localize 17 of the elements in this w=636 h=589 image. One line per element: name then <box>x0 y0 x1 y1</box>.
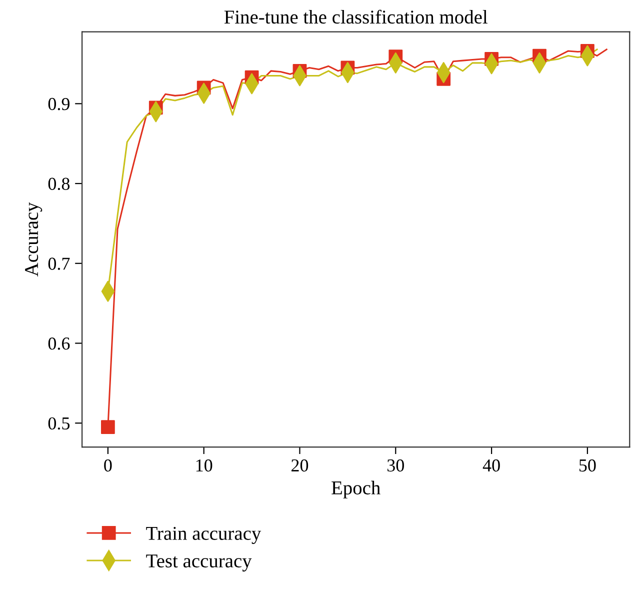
x-axis-title: Epoch <box>332 480 380 498</box>
y-tick-label: 0.6 <box>48 337 70 350</box>
x-tick-label: 40 <box>482 459 500 472</box>
x-tick-label: 50 <box>579 459 596 472</box>
y-tick-label: 0.8 <box>48 178 70 190</box>
legend-label: Train accuracy <box>146 526 262 544</box>
point <box>100 420 115 434</box>
chart-title: Fine-tune the classification model <box>224 10 488 24</box>
x-tick-label: 30 <box>387 459 404 472</box>
legend-label: Test accuracy <box>146 554 252 572</box>
x-tick-label: 0 <box>104 459 112 472</box>
y-tick-label: 0.7 <box>48 258 70 270</box>
y-tick-label: 0.9 <box>48 98 70 110</box>
x-tick-label: 20 <box>292 459 308 472</box>
y-axis-title: Accuracy <box>25 202 42 276</box>
x-tick-label: 10 <box>196 459 212 472</box>
y-tick-label: 0.5 <box>48 417 70 430</box>
